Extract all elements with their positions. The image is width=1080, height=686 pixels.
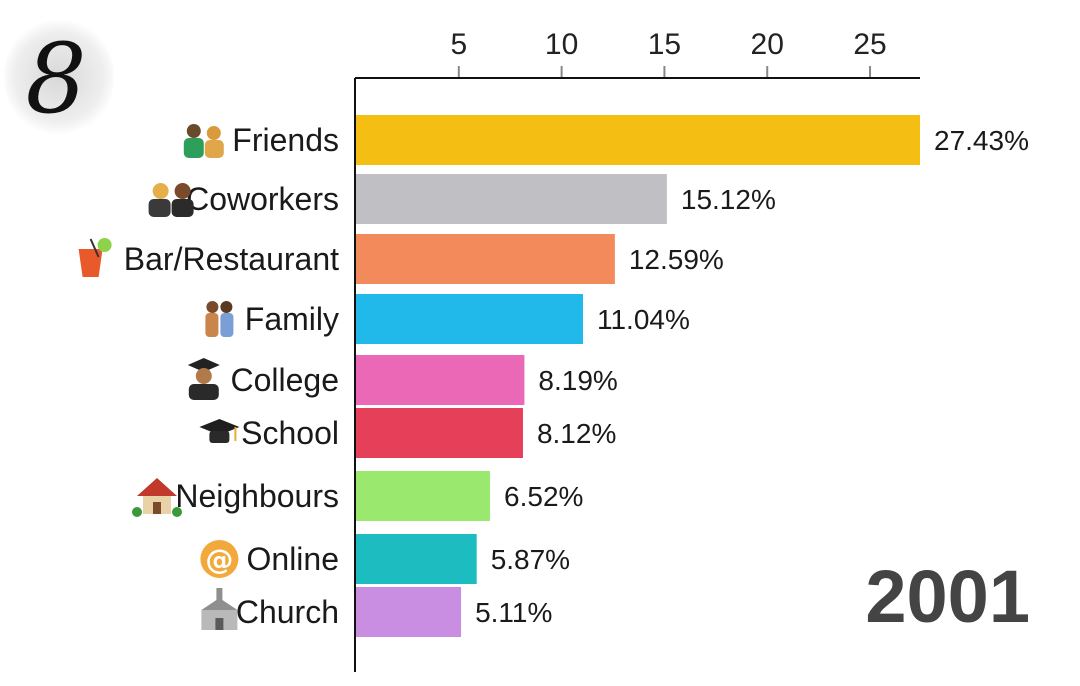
value-label: 5.87% [491, 544, 570, 575]
x-tick-label: 25 [853, 28, 886, 61]
bar-online [356, 534, 477, 584]
bars-group: Friends 27.43% Coworkers 15.12% Bar/Restaura… [78, 115, 1029, 637]
category-label: Coworkers [186, 181, 339, 217]
category-label: School [241, 415, 339, 451]
bar-college [356, 355, 525, 405]
category-label: Friends [232, 122, 339, 158]
at-sign-icon: @ [200, 540, 239, 578]
value-label: 5.11% [475, 597, 552, 628]
logo-glyph: 8 [25, 23, 86, 135]
category-label: Bar/Restaurant [124, 241, 339, 277]
bar-coworkers [356, 174, 667, 224]
category-label: Neighbours [175, 478, 339, 514]
x-axis-ticks: 5 10 15 20 25 [450, 28, 887, 78]
x-tick-label: 20 [751, 28, 784, 61]
friends-icon [183, 124, 224, 158]
bar-friends [356, 115, 920, 165]
value-label: 6.52% [504, 481, 583, 512]
category-label: Online [247, 541, 340, 577]
bar-family [356, 294, 583, 344]
mortarboard-icon [199, 419, 240, 443]
graduate-icon [187, 358, 220, 400]
x-tick-label: 5 [450, 28, 467, 61]
value-label: 15.12% [681, 184, 776, 215]
value-label: 11.04% [597, 304, 690, 335]
bar-neighbours [356, 471, 491, 521]
value-label: 8.19% [538, 365, 617, 396]
x-tick-label: 10 [545, 28, 578, 61]
value-label: 8.12% [537, 418, 616, 449]
category-label: Family [245, 301, 339, 337]
family-icon [205, 301, 234, 337]
church-icon [201, 588, 238, 630]
category-label: Church [236, 594, 339, 630]
value-label: 12.59% [629, 244, 724, 275]
bar-church [356, 587, 462, 637]
year-label: 2001 [865, 555, 1030, 638]
value-label: 27.43% [934, 125, 1029, 156]
category-label: College [230, 362, 339, 398]
house-icon [132, 478, 182, 517]
bar-bar-restaurant [356, 234, 615, 284]
logo-blob [4, 18, 114, 136]
coworkers-icon [148, 183, 194, 217]
bar-school [356, 408, 523, 458]
cocktail-icon [78, 238, 112, 277]
x-tick-label: 15 [648, 28, 681, 61]
svg-text:@: @ [205, 543, 233, 576]
